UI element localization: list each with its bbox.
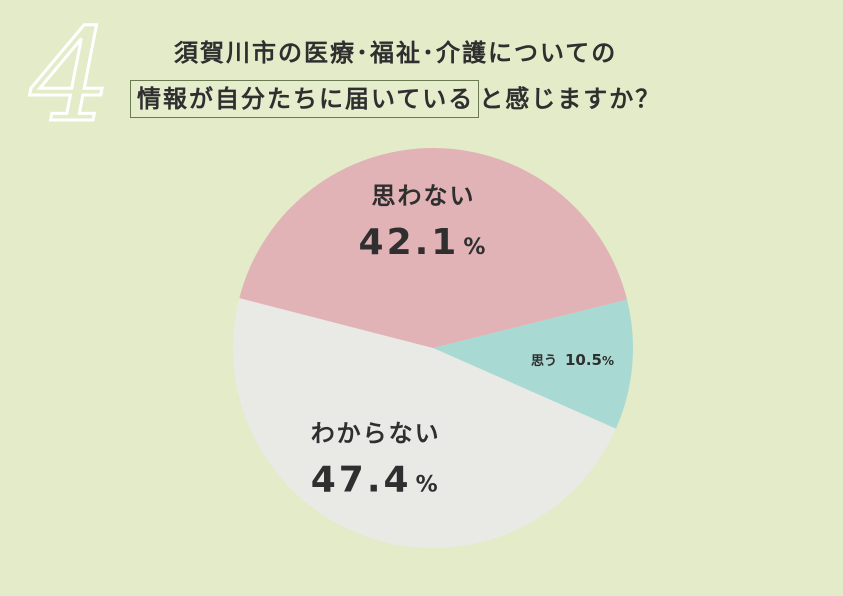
question-number-mark: 4 (28, 8, 113, 138)
slice-name: 思わない (371, 182, 475, 210)
slice-unit: % (602, 354, 614, 368)
slice-name: わからない (311, 419, 441, 447)
slice-value: 42.1 (359, 222, 460, 263)
slice-value-label: 42.1% (359, 222, 489, 263)
slice-value-label: 47.4% (311, 459, 441, 500)
pie-slice (239, 148, 628, 348)
slice-label: 思う 10.5% (531, 351, 614, 369)
slice-unit: % (416, 472, 441, 497)
pie-slice (433, 299, 633, 429)
slice-unit: % (463, 235, 488, 260)
question-number: 4 (29, 8, 111, 138)
pie-slice (233, 298, 616, 548)
title-highlight: 情報が自分たちに届いている (130, 80, 480, 118)
page-title: 須賀川市の医療･福祉･介護についての 情報が自分たちに届いている と感じますか？ (130, 36, 661, 118)
title-line-2-rest: と感じますか？ (479, 85, 662, 113)
title-line-2: 情報が自分たちに届いている と感じますか？ (130, 80, 661, 118)
slice-value: 47.4 (311, 459, 412, 500)
title-line-1: 須賀川市の医療･福祉･介護についての (174, 39, 618, 67)
pie-labels: 思う 10.5% わからない 47.4 % 思わない 42.1% (311, 182, 614, 500)
slice-value: 10.5 (565, 351, 602, 369)
slice-name: 思う (531, 354, 557, 369)
pie-slices (233, 148, 633, 548)
